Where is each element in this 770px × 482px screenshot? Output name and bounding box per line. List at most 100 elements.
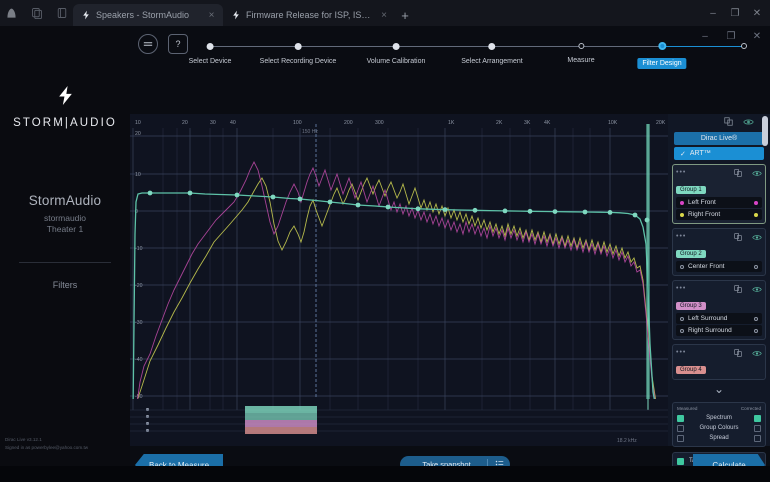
group-badge: Group 1 [676, 186, 706, 194]
bolt-favicon-icon [231, 10, 241, 20]
app-minimize-button[interactable]: – [702, 30, 708, 42]
browser-tab-close-icon[interactable]: × [381, 9, 387, 21]
frequency-response-chart[interactable]: 10 20 30 40 100 200 300 1K 2K 3K 4K 10K … [130, 114, 668, 446]
app-close-button[interactable]: ✕ [752, 30, 762, 42]
link-channels-icon[interactable] [734, 344, 742, 362]
visibility-eye-icon[interactable] [752, 228, 762, 246]
group-badge: Group 3 [676, 302, 706, 310]
checkbox-measured-spread[interactable] [677, 434, 684, 442]
step-measure[interactable]: Measure [567, 40, 595, 64]
browser-close-button[interactable]: ✕ [752, 7, 762, 19]
channel-row[interactable]: Left Surround [676, 313, 762, 324]
app-version: Dirac Live v3.12.1 [5, 437, 42, 443]
visibility-eye-icon[interactable] [752, 280, 762, 298]
browser-copy-icon[interactable] [29, 6, 44, 21]
mode-dirac-live[interactable]: Dirac Live® [674, 132, 764, 145]
group-drag-handle-icon[interactable]: ••• [676, 285, 687, 292]
group-drag-handle-icon[interactable]: ••• [676, 233, 687, 240]
curtain-bars[interactable]: 18.2 kHz [130, 406, 668, 444]
sidebar: STORM|AUDIO StormAudio stormaudio Theate… [0, 26, 130, 466]
checkbox-measured-spectrum[interactable] [677, 414, 684, 422]
channel-row[interactable]: Center Front [676, 261, 762, 272]
checkbox-corrected-spread[interactable] [754, 434, 761, 442]
chevron-down-icon[interactable]: ⌄ [713, 382, 725, 396]
channel-color-dot-end [754, 200, 758, 205]
legend-columns: Measured Corrected [677, 406, 761, 411]
check-icon: ✓ [680, 150, 686, 158]
group-drag-handle-icon[interactable]: ••• [676, 169, 687, 176]
svg-text:10: 10 [135, 120, 141, 126]
chart-svg: 10 20 30 40 100 200 300 1K 2K 3K 4K 10K … [130, 114, 668, 446]
help-button[interactable]: ? [168, 34, 188, 54]
bolt-favicon-icon [81, 10, 91, 20]
mode-label: Dirac Live® [700, 135, 738, 142]
browser-tab[interactable]: Firmware Release for ISP, ISR & ... × [223, 4, 395, 26]
annotation-150hz[interactable]: 150 Hz [302, 124, 318, 399]
link-channels-icon[interactable] [734, 228, 742, 246]
signed-in-account: Signed in as powerbylee@yahoo.com.tw [5, 445, 89, 451]
browser-tab[interactable]: Speakers - StormAudio × [73, 4, 223, 26]
mode-art[interactable]: ✓ ART™ [674, 147, 764, 160]
visibility-eye-icon[interactable] [752, 164, 762, 182]
browser-panel-icon[interactable] [54, 6, 69, 21]
hamburger-menu-icon[interactable] [138, 34, 158, 54]
progress-stepper: Select Device Select Recording Device Vo… [189, 40, 765, 80]
browser-tab-close-icon[interactable]: × [208, 9, 215, 21]
channel-row[interactable]: Right Surround [676, 325, 762, 336]
app-maximize-button[interactable]: ❐ [726, 30, 736, 42]
step-select-device[interactable]: Select Device [189, 40, 231, 65]
svg-text:-20: -20 [135, 283, 143, 289]
svg-text:300: 300 [375, 120, 384, 126]
browser-app-icon[interactable] [4, 6, 19, 21]
step-volume-calibration[interactable]: Volume Calibration [367, 40, 425, 65]
visibility-eye-icon[interactable] [743, 113, 754, 131]
sidebar-item-filters[interactable]: Filters [52, 280, 78, 290]
channel-color-dot [680, 212, 684, 217]
sidebar-footer: Dirac Live v3.12.1 Signed in as powerbyl… [5, 436, 88, 452]
annotation-18-2khz[interactable] [646, 124, 650, 410]
panel-header [668, 113, 770, 146]
group-drag-handle-icon[interactable]: ••• [676, 349, 687, 356]
series-left-front [137, 160, 656, 399]
step-filter-export[interactable] [741, 40, 747, 49]
step-filter-design[interactable]: Filter Design [637, 40, 687, 69]
channel-group[interactable]: ••• Group 3 Left Surround Right S [672, 280, 766, 340]
svg-text:-10: -10 [135, 246, 143, 252]
channel-group[interactable]: ••• Group 2 Center Front [672, 228, 766, 276]
step-dot [741, 43, 747, 49]
checkbox-corrected-spectrum[interactable] [754, 414, 761, 422]
svg-text:40: 40 [230, 120, 236, 126]
checkbox-corrected-group-colours[interactable] [754, 424, 761, 432]
browser-tab-title: Speakers - StormAudio [96, 10, 190, 20]
new-tab-button[interactable]: + [401, 7, 409, 23]
channel-group[interactable]: ••• Group 4 [672, 344, 766, 380]
curtain-right-label: 18.2 kHz [617, 438, 637, 444]
step-select-arrangement[interactable]: Select Arrangement [461, 40, 523, 65]
link-channels-icon[interactable] [734, 280, 742, 298]
step-dot [577, 43, 584, 49]
visibility-eye-icon[interactable] [752, 344, 762, 362]
channel-label: Left Front [688, 199, 716, 206]
channel-row[interactable]: Left Front [676, 197, 762, 208]
room-name: Theater 1 [46, 224, 84, 234]
channel-color-dot-end [754, 328, 758, 333]
browser-minimize-button[interactable]: – [710, 7, 716, 19]
channel-color-dot [680, 316, 684, 321]
storm-audio-bolt-icon [57, 86, 74, 110]
svg-text:150 Hz: 150 Hz [302, 129, 318, 135]
checkbox-target-curve[interactable] [677, 457, 684, 465]
channel-color-dot [680, 328, 684, 333]
chart-gridlines-vertical-minor [162, 128, 591, 410]
checkbox-measured-group-colours[interactable] [677, 424, 684, 432]
channel-group[interactable]: ••• Group 1 Left Front Right Fron [672, 164, 766, 224]
browser-maximize-button[interactable]: ❐ [730, 7, 740, 19]
group-badge: Group 4 [676, 366, 706, 374]
link-channels-icon[interactable] [734, 164, 742, 182]
target-control-points[interactable] [147, 190, 650, 223]
browser-tab-bar: Speakers - StormAudio × Firmware Release… [0, 0, 770, 26]
svg-text:100: 100 [293, 120, 302, 126]
step-select-recording-device[interactable]: Select Recording Device [260, 40, 336, 65]
link-channels-icon[interactable] [724, 113, 733, 131]
panel-scrollbar[interactable] [762, 116, 768, 146]
channel-row[interactable]: Right Front [676, 209, 762, 220]
